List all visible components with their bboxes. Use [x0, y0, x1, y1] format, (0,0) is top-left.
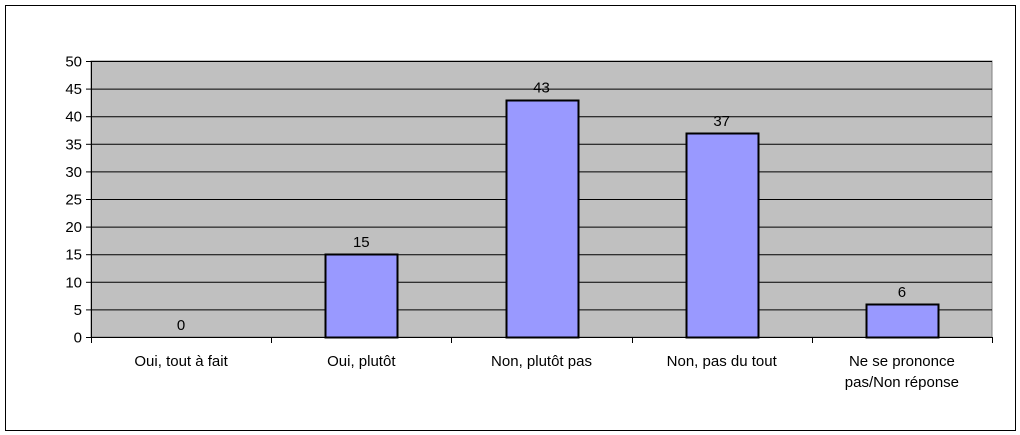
- y-tick-label: 45: [65, 81, 82, 98]
- y-tick-label: 20: [65, 219, 82, 236]
- bar: [865, 303, 940, 339]
- y-tick-label: 35: [65, 136, 82, 153]
- bar: [685, 132, 760, 339]
- y-tick-label: 30: [65, 164, 82, 181]
- bar: [324, 253, 399, 339]
- y-tick-label: 15: [65, 247, 82, 264]
- y-tick-label: 50: [65, 54, 82, 71]
- x-tick-label: Non, plutôt pas: [491, 353, 592, 370]
- bar: [505, 99, 580, 339]
- x-tick-label: Non, pas du tout: [667, 353, 778, 370]
- y-tick-label: 5: [74, 302, 82, 319]
- y-tick-label: 40: [65, 109, 82, 126]
- y-tick-label: 10: [65, 274, 82, 291]
- data-label: 6: [898, 284, 906, 301]
- x-tick-label: Oui, tout à fait: [134, 353, 228, 370]
- data-label: 37: [713, 113, 730, 130]
- x-tick-label: Ne se prononce pas/Non réponse: [845, 353, 959, 391]
- x-tick-label: Oui, plutôt: [327, 353, 396, 370]
- data-label: 43: [533, 80, 550, 97]
- y-tick-label: 0: [74, 330, 82, 347]
- y-tick-label: 25: [65, 192, 82, 209]
- data-label: 15: [353, 234, 370, 251]
- data-label: 0: [177, 317, 185, 334]
